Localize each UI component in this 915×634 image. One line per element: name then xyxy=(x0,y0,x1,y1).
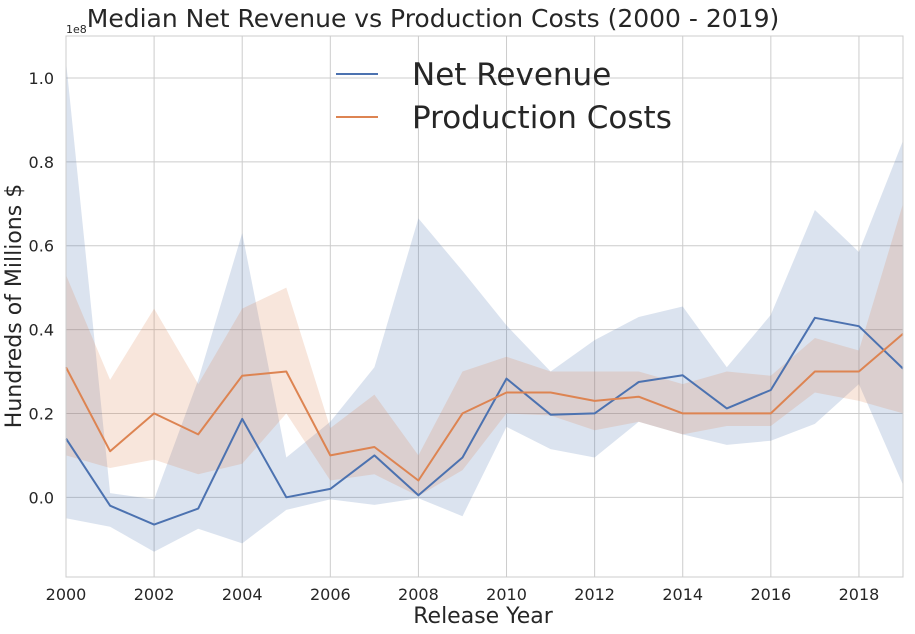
series-lines xyxy=(65,316,904,526)
y-tick-label: 1.0 xyxy=(29,69,54,88)
ci-band-production-costs xyxy=(66,203,903,497)
legend: Net Revenue Production Costs xyxy=(336,57,672,136)
plot-frame xyxy=(65,35,904,578)
y-offset-label: 1e8 xyxy=(66,23,87,36)
x-tick-label: 2010 xyxy=(486,585,527,604)
x-tick-label: 2014 xyxy=(662,585,703,604)
x-tick-label: 2002 xyxy=(134,585,175,604)
y-tick-label: 0.2 xyxy=(29,404,54,423)
series-line-production-costs xyxy=(65,333,904,482)
legend-label-net-revenue: Net Revenue xyxy=(412,57,611,93)
series-line-net-revenue xyxy=(65,316,904,526)
x-tick-label: 2008 xyxy=(398,585,439,604)
y-tick-labels: 0.0 0.2 0.4 0.6 0.8 1.0 xyxy=(29,69,54,507)
y-tick-label: 0.6 xyxy=(29,237,54,256)
x-tick-label: 2012 xyxy=(574,585,615,604)
x-tick-label: 2004 xyxy=(222,585,263,604)
grid-lines xyxy=(65,36,903,577)
ci-band-net-revenue xyxy=(66,61,903,552)
x-tick-labels: 2000 2002 2004 2006 2008 2010 2012 2014 2016 2018 xyxy=(46,585,880,604)
x-tick-label: 2016 xyxy=(750,585,791,604)
y-tick-label: 0.4 xyxy=(29,321,54,340)
confidence-bands xyxy=(66,61,903,552)
y-tick-label: 0.0 xyxy=(29,488,54,507)
x-axis-label: Release Year xyxy=(413,604,553,629)
y-tick-label: 0.8 xyxy=(29,153,54,172)
legend-label-production-costs: Production Costs xyxy=(412,100,672,136)
x-tick-label: 2018 xyxy=(839,585,880,604)
x-tick-label: 2006 xyxy=(310,585,351,604)
x-tick-label: 2000 xyxy=(46,585,87,604)
chart-title: Median Net Revenue vs Production Costs (… xyxy=(87,4,779,33)
y-axis-label: Hundreds of Millions $ xyxy=(2,184,27,428)
